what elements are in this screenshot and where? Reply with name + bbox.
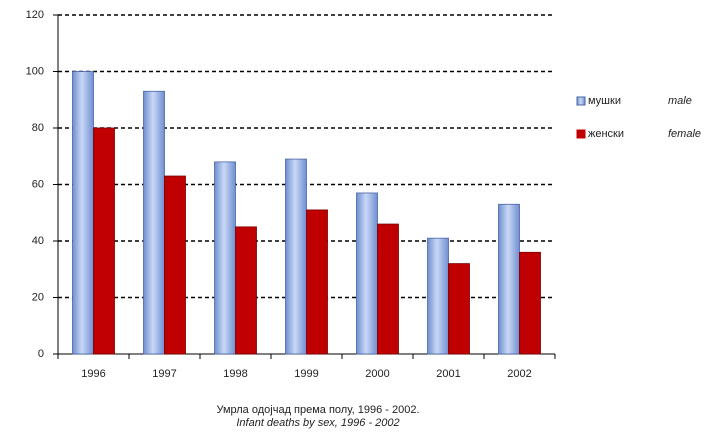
bar xyxy=(498,203,520,355)
y-tick-label: 120 xyxy=(26,9,44,21)
y-tick-label: 40 xyxy=(32,235,44,247)
x-tick-label: 2002 xyxy=(507,368,531,380)
y-tick-label: 20 xyxy=(32,291,44,303)
x-tick-label: 2001 xyxy=(436,368,460,380)
bar xyxy=(93,127,115,355)
bar xyxy=(519,251,541,355)
legend-label-alt: male xyxy=(668,95,692,107)
bar xyxy=(427,237,449,355)
bar xyxy=(72,71,94,355)
x-tick-label: 2000 xyxy=(365,368,389,380)
bar xyxy=(214,161,236,355)
bar xyxy=(448,263,470,355)
legend-swatch xyxy=(576,129,586,139)
x-tick-label: 1998 xyxy=(223,368,247,380)
bar xyxy=(285,158,307,355)
legend-label: мушки xyxy=(588,95,621,107)
x-tick-label: 1996 xyxy=(81,368,105,380)
chart-subtitle: Infant deaths by sex, 1996 - 2002 xyxy=(236,417,399,429)
legend-label: женски xyxy=(588,128,624,140)
x-tick-label: 1997 xyxy=(152,368,176,380)
bar xyxy=(235,226,257,355)
bar xyxy=(164,175,186,355)
chart-title: Умрла одојчад према полу, 1996 - 2002. xyxy=(216,404,419,416)
x-tick-label: 1999 xyxy=(294,368,318,380)
bar xyxy=(377,223,399,355)
bar xyxy=(143,90,165,355)
y-tick-label: 60 xyxy=(32,178,44,190)
y-tick-label: 0 xyxy=(38,348,44,360)
legend-label-alt: female xyxy=(668,128,701,140)
y-tick-label: 100 xyxy=(26,65,44,77)
bar xyxy=(356,192,378,355)
y-tick-label: 80 xyxy=(32,122,44,134)
legend-swatch xyxy=(576,96,586,106)
bar xyxy=(306,209,328,355)
